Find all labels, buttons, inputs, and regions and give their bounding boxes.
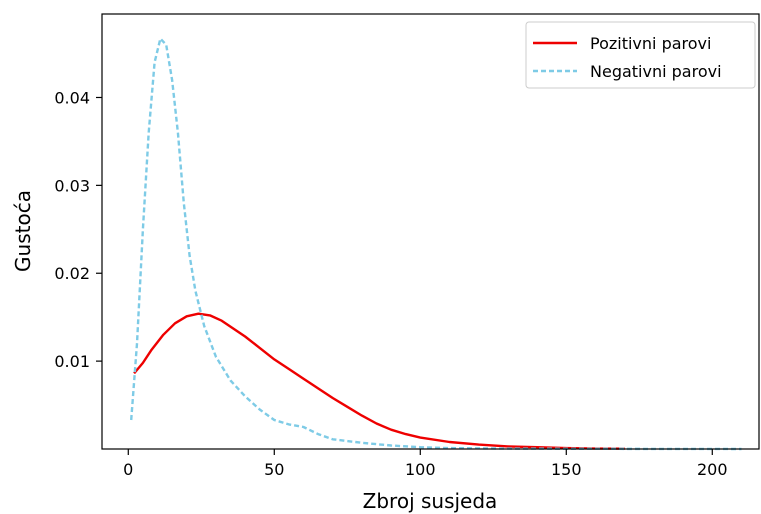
series-line-negativni-parovi: [130, 37, 742, 451]
legend-box: [525, 21, 756, 89]
y-tick-label: 0.04: [54, 88, 90, 107]
legend-entry-positive: Pozitivni parovi: [533, 34, 711, 53]
x-tick-label: 0: [123, 460, 133, 479]
x-tick-label: 50: [264, 460, 284, 479]
series-layer: [130, 37, 742, 451]
y-tick-label: 0.02: [54, 264, 90, 283]
legend-label-negative: Negativni parovi: [590, 62, 722, 81]
y-tick-label: 0.03: [54, 176, 90, 195]
legend-label-positive: Pozitivni parovi: [590, 34, 711, 53]
series-line-pozitivni-parovi: [133, 312, 625, 450]
y-axis-ticks: 0.01 0.02 0.03 0.04: [54, 88, 102, 371]
plot-frame: [101, 13, 760, 450]
x-tick-label: 200: [697, 460, 728, 479]
legend: Pozitivni parovi Negativni parovi: [525, 21, 756, 89]
x-axis-label: Zbroj susjeda: [363, 489, 498, 513]
y-axis-label: Gustoća: [11, 190, 35, 272]
x-axis-ticks: 0 50 100 150 200: [123, 449, 728, 479]
y-tick-label: 0.01: [54, 352, 90, 371]
x-tick-label: 150: [551, 460, 582, 479]
legend-entry-negative: Negativni parovi: [533, 62, 722, 81]
x-tick-label: 100: [405, 460, 436, 479]
